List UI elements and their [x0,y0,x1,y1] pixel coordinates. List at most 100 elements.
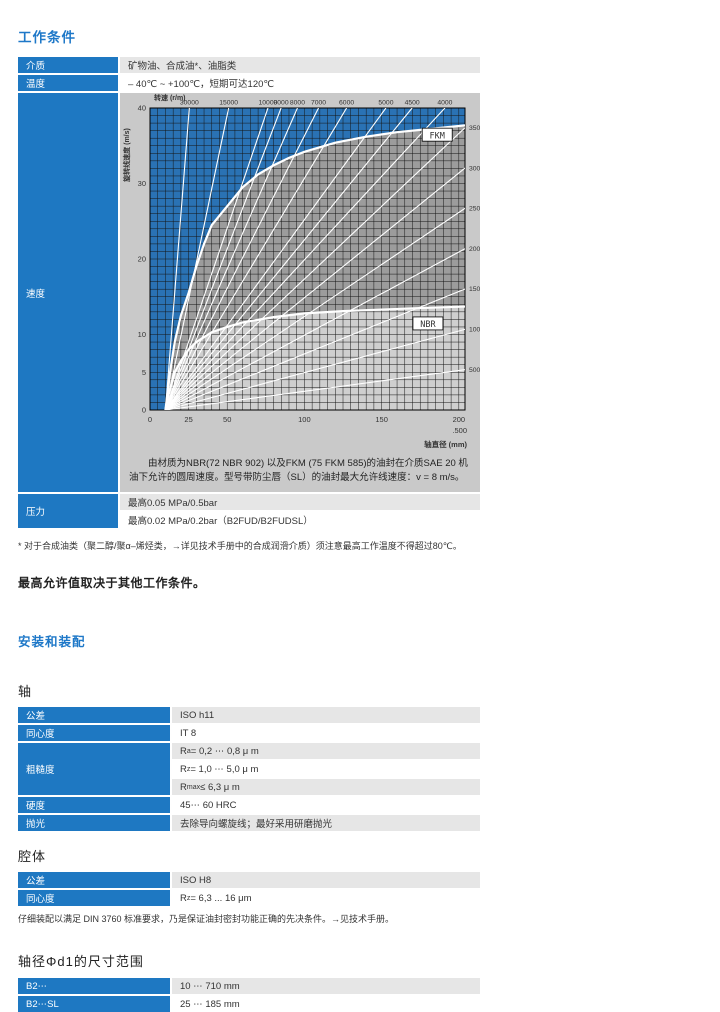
rmax-symbol: R [180,781,187,793]
svg-text:25: 25 [184,415,192,424]
svg-text:轴直径 (mm): 轴直径 (mm) [424,439,467,449]
svg-text:6000: 6000 [339,100,354,107]
svg-text:3000: 3000 [469,165,480,172]
working-conditions-table: 介质 矿物油、合成油*、油脂类 温度 – 40℃ ~ +100℃，短期可达120… [18,57,484,528]
table-row-b2sl: B2⋯SL 25 ⋯ 185 mm [18,996,480,1012]
svg-text:0: 0 [148,415,152,424]
ra-range: = 0,2 ⋯ 0,8 μ m [190,745,259,757]
svg-text:200: 200 [453,415,466,424]
table-row-b2: B2⋯ 10 ⋯ 710 mm [18,978,480,994]
svg-text:5: 5 [142,368,146,377]
table-row-speed: 速度 FKM NBR 转速 (r/m) 30000 15000 10000 9000 8000… [18,93,484,492]
ra-symbol: R [180,745,187,757]
rz-symbol: R [180,763,187,775]
svg-text:0: 0 [142,406,146,415]
svg-text:30000: 30000 [180,100,199,107]
svg-text:NBR: NBR [420,320,436,330]
datasheet-page: 工作条件 介质 矿物油、合成油*、油脂类 温度 – 40℃ ~ +100℃，短期… [18,30,485,1012]
table-row-medium: 介质 矿物油、合成油*、油脂类 [18,57,480,73]
row-value: 去除导向螺旋线；最好采用研磨抛光 [172,815,480,831]
rz-subscript: z [186,894,191,902]
row-value: IT 8 [172,725,480,741]
row-label: 公差 [18,707,170,723]
svg-text:40: 40 [138,104,146,113]
svg-text:8000: 8000 [290,100,305,107]
row-value-temperature: – 40℃ ~ +100℃，短期可达120℃ [120,75,480,91]
svg-text:2000: 2000 [469,246,480,253]
din-note: 仔细装配以满足 DIN 3760 标准要求，乃是保证油封密封功能正确的先决条件。… [18,914,395,924]
table-row-cavity-tolerance: 公差 ISO H8 [18,872,480,888]
row-label: 同心度 [18,725,170,741]
svg-text:100: 100 [298,415,311,424]
table-row-concentricity: 同心度 IT 8 [18,725,480,741]
row-value: 10 ⋯ 710 mm [172,978,480,994]
row-label: B2⋯ [18,978,170,994]
svg-text:15000: 15000 [219,100,238,107]
ra-subscript: a [186,747,191,755]
pressure-values: 最高0.05 MPa/0.5bar 最高0.02 MPa/0.2bar（B2FU… [120,494,480,528]
rz-range: = 1,0 ⋯ 5,0 μ m [190,763,259,775]
row-label: 同心度 [18,890,170,906]
svg-text:150: 150 [375,415,388,424]
row-label: 抛光 [18,815,170,831]
row-value-medium: 矿物油、合成油*、油脂类 [120,57,480,73]
svg-text:1500: 1500 [469,286,480,293]
row-label-pressure: 压力 [18,494,118,528]
svg-text:10000: 10000 [259,100,278,107]
row-label: 硬度 [18,797,170,813]
rz-symbol: R [180,892,187,904]
row-value: ISO h11 [172,707,480,723]
table-row-temperature: 温度 – 40℃ ~ +100℃，短期可达120℃ [18,75,480,91]
pressure-value-1: 最高0.05 MPa/0.5bar [120,494,480,510]
row-label-speed: 速度 [18,93,118,492]
rz-subscript: z [186,765,191,773]
assembly-title: 安装和装配 [18,635,86,649]
svg-text:500: 500 [469,367,480,374]
size-range-table: B2⋯ 10 ⋯ 710 mm B2⋯SL 25 ⋯ 185 mm [18,978,480,1012]
svg-text:4000: 4000 [437,100,452,107]
cavity-title: 腔体 [18,849,47,864]
svg-text:1000: 1000 [469,327,480,334]
row-label-temperature: 温度 [18,75,118,91]
row-label: 粗糙度 [18,743,170,795]
svg-text:5000: 5000 [378,100,393,107]
rmax-range: ≤ 6,3 μ m [200,781,240,793]
svg-text:20: 20 [138,255,146,264]
svg-text:转速 (r/m): 转速 (r/m) [154,93,186,102]
synthetic-oil-footnote: * 对于合成油类（聚二醇/聚α–烯烃类，→详见技术手册中的合成润滑介质）须注意最… [18,541,462,551]
svg-text:50: 50 [223,415,231,424]
svg-text:FKM: FKM [430,131,445,141]
size-range-title: 轴径Φd1的尺寸范围 [18,954,144,969]
svg-text:9000: 9000 [274,100,289,107]
shaft-title: 轴 [18,684,33,699]
svg-text:7000: 7000 [311,100,326,107]
speed-chart-cell: FKM NBR 转速 (r/m) 30000 15000 10000 9000 8000 700… [120,93,484,492]
svg-text:2500: 2500 [469,206,480,213]
max-value-note: 最高允许值取决于其他工作条件。 [18,576,206,590]
table-row-polish: 抛光 去除导向螺旋线；最好采用研磨抛光 [18,815,480,831]
svg-text:4500: 4500 [405,100,420,107]
table-row-tolerance: 公差 ISO h11 [18,707,480,723]
row-label: B2⋯SL [18,996,170,1012]
svg-text:10: 10 [138,330,146,339]
svg-text:旋转线速度 (m/s): 旋转线速度 (m/s) [122,128,131,183]
row-label-medium: 介质 [18,57,118,73]
table-row-pressure: 压力 最高0.05 MPa/0.5bar 最高0.02 MPa/0.2bar（B… [18,494,480,528]
pressure-value-2: 最高0.02 MPa/0.2bar（B2FUD/B2FUDSL） [120,512,480,528]
page-title: 工作条件 [18,30,76,45]
svg-text:3500: 3500 [469,125,480,132]
rmax-subscript: max [186,783,201,791]
row-value: ISO H8 [172,872,480,888]
svg-text:30: 30 [138,179,146,188]
svg-text:.500: .500 [452,426,467,435]
speed-chart-caption: 由材质为NBR(72 NBR 902) 以及FKM (75 FKM 585)的油… [129,458,468,483]
rz-range: = 6,3 ... 16 μm [190,892,252,904]
